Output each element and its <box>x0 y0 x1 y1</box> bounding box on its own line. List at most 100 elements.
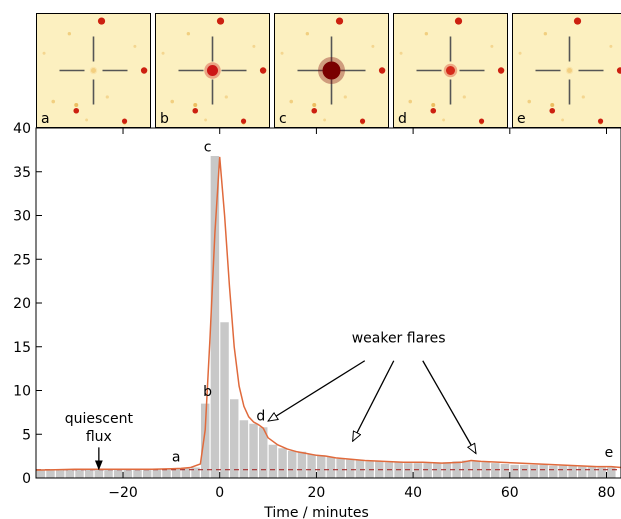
flux-bar <box>549 465 558 478</box>
field-star <box>312 103 317 107</box>
flux-bar <box>46 469 55 478</box>
target-source <box>91 68 96 73</box>
flux-bar <box>191 467 200 478</box>
flux-bar <box>133 469 142 478</box>
field-star <box>581 95 585 99</box>
flux-bar <box>336 458 345 478</box>
field-star-bright <box>311 107 318 114</box>
flux-bar <box>578 466 587 478</box>
flux-bar <box>452 461 461 478</box>
y-tick-label: 20 <box>13 296 31 312</box>
field-star-bright <box>549 107 556 114</box>
field-star <box>490 44 494 48</box>
flux-bars <box>36 156 616 478</box>
thumbnail-e: e <box>512 13 621 128</box>
annotation-text: weaker flares <box>352 330 446 346</box>
annotation-text: quiescent <box>65 411 134 427</box>
field-star <box>204 118 208 122</box>
x-tick-label: 20 <box>307 485 325 501</box>
point-label-a: a <box>172 449 181 465</box>
thumbnail-label: d <box>398 111 407 127</box>
point-label-d: d <box>256 408 265 424</box>
field-star-bright <box>478 118 485 124</box>
field-star <box>399 51 403 55</box>
flux-bar <box>510 464 519 478</box>
y-tick-label: 25 <box>13 252 31 268</box>
flux-bar <box>442 462 452 478</box>
field-star <box>252 44 256 48</box>
thumbnail-label: c <box>279 111 287 127</box>
flux-bar <box>500 464 510 478</box>
flux-line <box>35 156 621 471</box>
field-star-bright <box>121 118 128 124</box>
field-star-bright <box>616 67 621 74</box>
flux-bar <box>65 469 75 478</box>
field-star <box>42 51 46 55</box>
field-star <box>424 32 429 36</box>
flux-bar <box>142 469 152 478</box>
flux-bar <box>539 464 548 478</box>
flux-bar <box>220 322 229 478</box>
target-source <box>567 68 572 73</box>
flux-bar <box>171 468 181 478</box>
point-label-c: c <box>204 140 212 156</box>
thumbnail-a: a <box>36 13 151 128</box>
flux-bar <box>258 427 268 478</box>
flux-bar <box>113 469 123 478</box>
flux-bar <box>268 444 278 478</box>
flux-bar <box>317 455 326 478</box>
field-star-bright <box>454 17 463 25</box>
field-star <box>105 95 109 99</box>
flux-bar <box>520 464 529 478</box>
target-source <box>322 61 341 80</box>
flux-bar <box>607 467 616 478</box>
field-star-bright <box>216 17 225 25</box>
point-label-b: b <box>203 384 212 400</box>
flux-bar <box>55 469 65 478</box>
field-star <box>193 103 198 107</box>
field-star <box>280 51 284 55</box>
field-star <box>186 32 191 36</box>
flux-bar <box>210 156 220 478</box>
x-axis-label: Time / minutes <box>263 505 369 519</box>
flux-bar <box>84 468 94 478</box>
flux-bar <box>239 420 249 478</box>
field-star <box>289 99 294 104</box>
flux-bar <box>587 466 597 478</box>
light-curve-plot: −20 0 20 40 60 80 0 5 10 15 20 25 30 35 40 a b c d e quie… <box>13 121 621 519</box>
flux-bar <box>94 469 104 478</box>
flux-bar <box>200 403 210 478</box>
field-star <box>161 51 165 55</box>
point-label-e: e <box>605 445 614 461</box>
field-star <box>561 118 564 122</box>
annotation-0: quiescent flux <box>65 411 134 471</box>
flux-bar <box>249 423 258 478</box>
flux-bar <box>597 467 606 478</box>
y-tick-label: 5 <box>22 427 31 443</box>
flux-bar <box>433 463 442 478</box>
field-star-bright <box>97 17 106 25</box>
x-tick-label: 60 <box>501 485 519 501</box>
field-star-bright <box>597 118 604 124</box>
field-star <box>371 44 375 48</box>
flux-bar <box>355 460 365 478</box>
flux-bar <box>423 463 432 478</box>
field-star <box>305 32 310 36</box>
flux-bar <box>181 468 191 478</box>
target-source <box>207 65 218 76</box>
flux-bar <box>104 469 113 478</box>
flux-bar <box>529 464 539 478</box>
flux-bar <box>307 454 316 478</box>
x-tick-label: −20 <box>108 485 138 501</box>
thumbnail-c: c <box>274 13 389 128</box>
flux-bar <box>152 469 162 478</box>
annotations: quiescent flux weaker flares <box>65 330 476 471</box>
x-tick-label: 40 <box>404 485 422 501</box>
field-star-bright <box>259 67 267 74</box>
field-star-bright <box>73 107 80 114</box>
flux-bar <box>75 469 84 478</box>
field-star <box>408 99 413 104</box>
thumbnail-strip: a b c d e <box>36 13 621 128</box>
flux-bar <box>123 469 133 478</box>
